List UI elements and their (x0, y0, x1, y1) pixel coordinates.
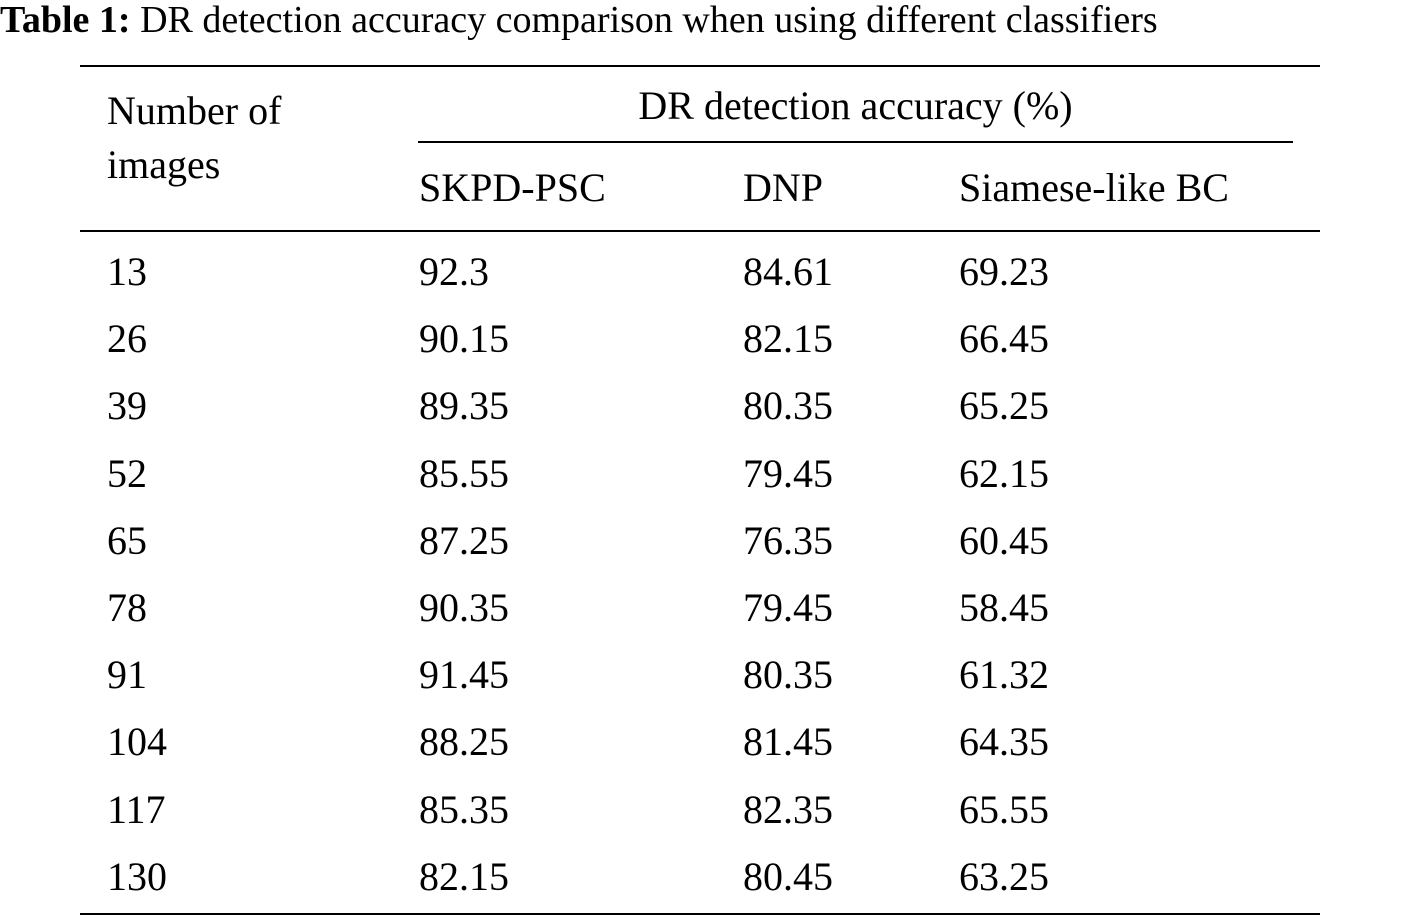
images-cell: 130 (107, 854, 167, 899)
dnp-cell: 76.35 (743, 518, 833, 563)
column-header-skpd-psc: SKPD-PSC (419, 165, 606, 210)
table-caption: Table 1: DR detection accuracy compariso… (0, 0, 1402, 44)
dnp-cell: 82.35 (743, 787, 833, 832)
images-cell: 13 (107, 249, 147, 294)
skpd-psc-cell: 87.25 (419, 518, 509, 563)
skpd-psc-cell: 85.55 (419, 451, 509, 496)
images-cell: 104 (107, 719, 167, 764)
images-cell: 65 (107, 518, 147, 563)
dnp-cell: 80.45 (743, 854, 833, 899)
siamese-bc-cell: 65.25 (959, 383, 1049, 428)
row-header-line-2: images (107, 142, 221, 187)
skpd-psc-cell: 90.35 (419, 585, 509, 630)
skpd-psc-cell: 90.15 (419, 316, 509, 361)
dnp-cell: 81.45 (743, 719, 833, 764)
caption-label: Table 1: (0, 0, 131, 41)
dnp-cell: 80.35 (743, 652, 833, 697)
row-header-line-1: Number of (107, 88, 282, 133)
siamese-bc-cell: 66.45 (959, 316, 1049, 361)
images-cell: 26 (107, 316, 147, 361)
dnp-cell: 80.35 (743, 383, 833, 428)
siamese-bc-cell: 65.55 (959, 787, 1049, 832)
skpd-psc-cell: 91.45 (419, 652, 509, 697)
header-rule (80, 230, 1320, 232)
siamese-bc-cell: 62.15 (959, 451, 1049, 496)
top-rule (80, 65, 1320, 67)
siamese-bc-cell: 69.23 (959, 249, 1049, 294)
images-cell: 91 (107, 652, 147, 697)
dnp-cell: 82.15 (743, 316, 833, 361)
bottom-rule (80, 913, 1320, 915)
skpd-psc-cell: 92.3 (419, 249, 489, 294)
skpd-psc-cell: 82.15 (419, 854, 509, 899)
skpd-psc-cell: 88.25 (419, 719, 509, 764)
group-header: DR detection accuracy (%) (638, 83, 1073, 128)
images-cell: 39 (107, 383, 147, 428)
dnp-cell: 84.61 (743, 249, 833, 294)
group-rule (418, 141, 1293, 143)
caption-text: DR detection accuracy comparison when us… (140, 0, 1158, 41)
siamese-bc-cell: 61.32 (959, 652, 1049, 697)
dnp-cell: 79.45 (743, 585, 833, 630)
skpd-psc-cell: 85.35 (419, 787, 509, 832)
row-header: Number of images (107, 84, 387, 192)
siamese-bc-cell: 60.45 (959, 518, 1049, 563)
images-cell: 117 (107, 787, 166, 832)
column-header-dnp: DNP (743, 165, 824, 210)
column-header-siamese-bc: Siamese-like BC (959, 165, 1229, 210)
dnp-cell: 79.45 (743, 451, 833, 496)
siamese-bc-cell: 64.35 (959, 719, 1049, 764)
skpd-psc-cell: 89.35 (419, 383, 509, 428)
siamese-bc-cell: 63.25 (959, 854, 1049, 899)
siamese-bc-cell: 58.45 (959, 585, 1049, 630)
images-cell: 78 (107, 585, 147, 630)
images-cell: 52 (107, 451, 147, 496)
